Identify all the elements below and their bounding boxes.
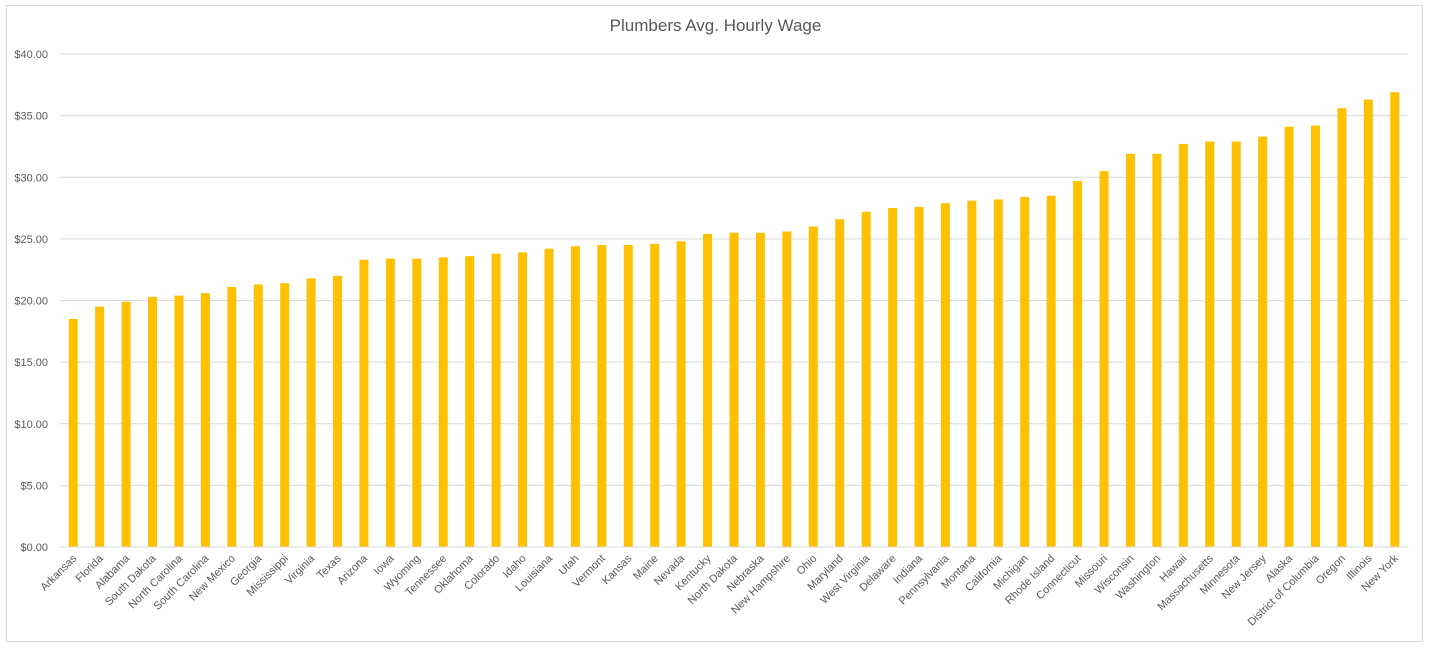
y-tick-label: $5.00 <box>20 480 48 492</box>
bar-maine <box>650 243 660 547</box>
bar-indiana <box>914 206 924 547</box>
bar-wyoming <box>412 258 422 547</box>
bar-north-dakota <box>729 232 739 547</box>
y-tick-label: $25.00 <box>14 234 48 246</box>
bar-connecticut <box>1073 180 1083 547</box>
x-category-label: Oregon <box>1314 553 1348 587</box>
y-tick-label: $35.00 <box>14 111 48 123</box>
chart-title: Plumbers Avg. Hourly Wage <box>609 16 822 35</box>
bar-florida <box>95 306 105 547</box>
bar-oregon <box>1337 108 1347 547</box>
bar-delaware <box>888 208 898 547</box>
bar-vermont <box>597 245 607 547</box>
bar-pennsylvania <box>940 203 950 547</box>
bar-nevada <box>676 241 686 547</box>
bar-mississippi <box>280 283 290 547</box>
bar-missouri <box>1099 171 1109 547</box>
bar-tennessee <box>438 257 448 547</box>
bar-kansas <box>623 245 633 547</box>
bar-ohio <box>808 226 818 548</box>
x-category-label: Virginia <box>283 552 318 587</box>
bar-north-carolina <box>174 295 184 547</box>
bar-alabama <box>121 301 131 547</box>
bar-nebraska <box>755 232 765 547</box>
bar-virginia <box>306 278 316 547</box>
bar-iowa <box>385 258 395 547</box>
bar-new-york <box>1390 92 1400 548</box>
y-tick-label: $10.00 <box>14 419 48 431</box>
bar-illinois <box>1363 99 1373 547</box>
bar-utah <box>570 246 580 547</box>
bar-idaho <box>518 252 528 547</box>
bar-south-carolina <box>200 293 210 547</box>
bar-wisconsin <box>1125 153 1135 547</box>
bar-hawaii <box>1178 143 1188 547</box>
y-tick-label: $30.00 <box>14 172 48 184</box>
y-tick-label: $15.00 <box>14 357 48 369</box>
y-axis-ticks: $0.00 $5.00 $10.00 $15.00 $20.00 $25.00 $30.00… <box>14 49 48 554</box>
bar-maryland <box>835 219 845 547</box>
bars <box>68 92 1400 548</box>
y-tick-label: $20.00 <box>14 296 48 308</box>
x-category-label: Kansas <box>600 552 635 587</box>
bar-rhode-island <box>1046 195 1056 548</box>
y-tick-label: $40.00 <box>14 49 48 61</box>
bar-oklahoma <box>465 256 475 547</box>
bar-alaska <box>1284 126 1294 547</box>
x-category-label: Arkansas <box>38 552 79 593</box>
bar-west-virginia <box>861 211 871 547</box>
bar-south-dakota <box>148 296 158 547</box>
bar-louisiana <box>544 248 554 548</box>
bar-new-hampshire <box>782 231 792 548</box>
bar-minnesota <box>1231 141 1241 547</box>
bar-california <box>993 199 1003 547</box>
bar-arizona <box>359 259 369 547</box>
bar-arkansas <box>68 318 78 547</box>
bar-montana <box>967 200 977 548</box>
bar-massachusetts <box>1205 141 1215 547</box>
bar-new-jersey <box>1258 136 1268 547</box>
bar-texas <box>333 275 343 547</box>
x-category-label: Arizona <box>335 552 370 587</box>
bar-kentucky <box>703 233 713 547</box>
bar-georgia <box>253 284 263 547</box>
bar-colorado <box>491 253 501 548</box>
bar-new-mexico <box>227 286 237 547</box>
bar-washington <box>1152 153 1162 547</box>
y-tick-label: $0.00 <box>20 542 48 554</box>
bar-michigan <box>1020 196 1030 547</box>
bar-district-of-columbia <box>1310 125 1320 548</box>
